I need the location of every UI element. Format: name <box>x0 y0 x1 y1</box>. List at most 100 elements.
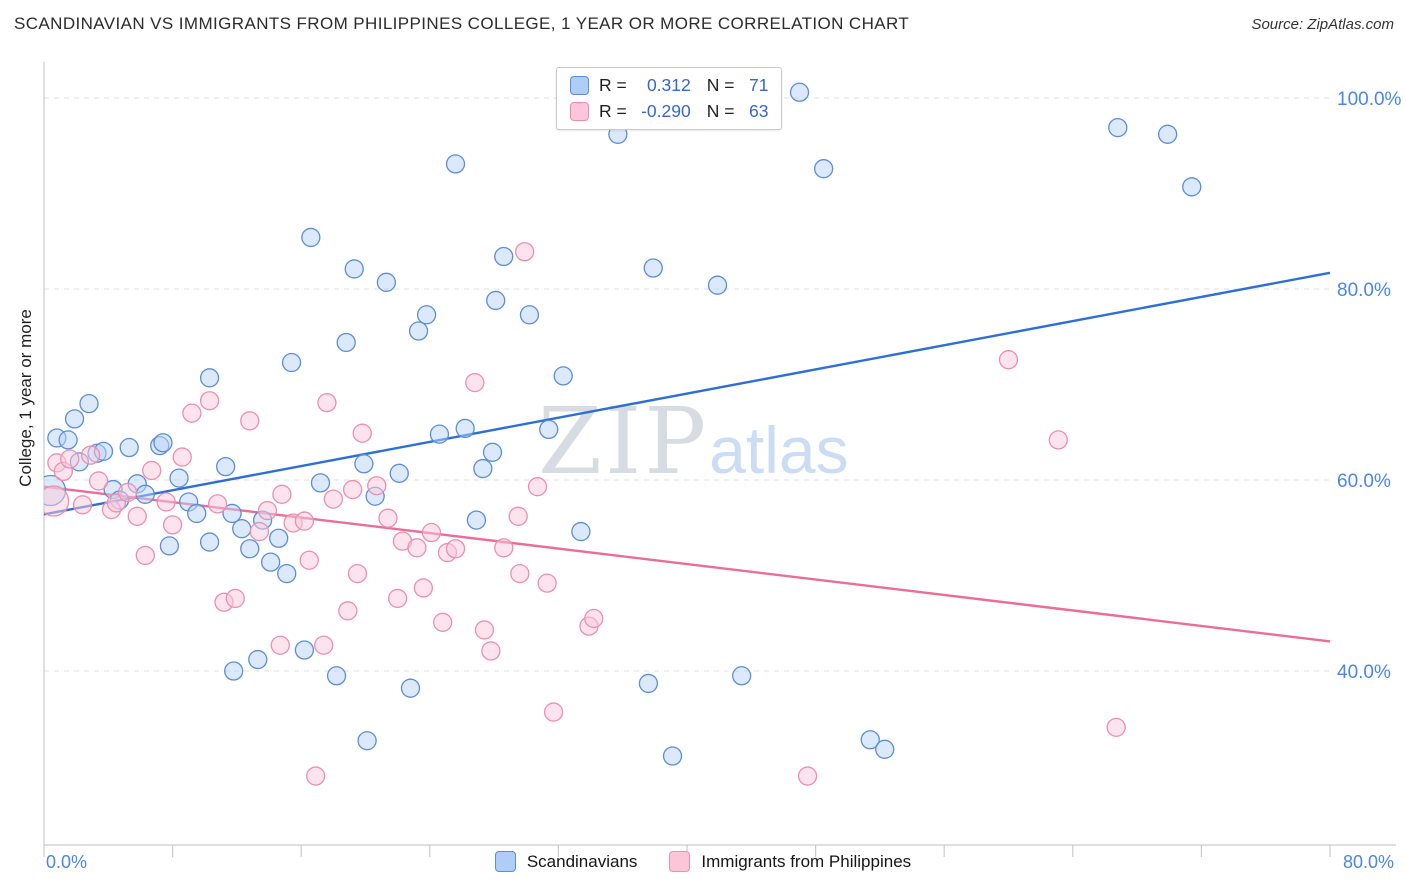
scatter-point-scandinavians <box>248 649 268 670</box>
scatter-point-scandinavians <box>153 433 173 453</box>
correlation-stats-legend: R = 0.312 N = 71 R = -0.290 N = 63 <box>556 67 783 130</box>
scatter-point-immigrants-from-philippines <box>182 403 202 423</box>
scatter-point-immigrants-from-philippines <box>156 492 176 512</box>
legend-item-philippines: Immigrants from Philippines <box>669 851 911 872</box>
scatter-point-scandinavians <box>860 730 880 750</box>
scatter-point-immigrants-from-philippines <box>342 479 363 500</box>
scatter-point-scandinavians <box>638 673 659 694</box>
scatter-point-immigrants-from-philippines <box>378 508 398 528</box>
y-tick-label-40: 40.0% <box>1337 662 1391 683</box>
scatter-point-scandinavians <box>64 409 85 429</box>
scatter-point-immigrants-from-philippines <box>797 766 818 786</box>
scatter-point-scandinavians <box>455 418 475 439</box>
scatter-point-scandinavians <box>199 532 220 552</box>
scatter-point-scandinavians <box>222 503 242 524</box>
scatter-point-scandinavians <box>707 275 728 295</box>
r-value-philippines: -0.290 <box>641 101 691 121</box>
scatter-point-immigrants-from-philippines <box>347 563 368 584</box>
scatter-point-immigrants-from-philippines <box>135 545 155 566</box>
scatter-point-immigrants-from-philippines <box>508 506 528 526</box>
philippines-legend-label: Immigrants from Philippines <box>701 851 912 871</box>
scatter-point-scandinavians <box>344 259 364 279</box>
scatter-point-scandinavians <box>389 463 409 483</box>
scatter-point-immigrants-from-philippines <box>306 766 326 786</box>
scandinavians-color-swatch <box>570 76 589 95</box>
scatter-point-immigrants-from-philippines <box>527 477 548 497</box>
scatter-point-scandinavians <box>159 536 180 556</box>
scatter-point-scandinavians <box>1182 177 1202 197</box>
scatter-point-scandinavians <box>482 442 503 462</box>
scatter-point-scandinavians <box>553 366 573 386</box>
y-tick-label-60: 60.0% <box>1337 471 1391 492</box>
scatter-point-scandinavians <box>294 640 315 660</box>
scatter-point-immigrants-from-philippines <box>314 635 334 655</box>
y-axis-label: College, 1 year or more <box>16 309 35 487</box>
n-value-scandinavians: 71 <box>749 75 769 95</box>
scatter-point-scandinavians <box>473 458 493 479</box>
r-label: R = <box>599 75 627 95</box>
y-tick-label-100: 100.0% <box>1337 89 1402 110</box>
scatter-point-scandinavians <box>240 539 260 559</box>
scatter-point-immigrants-from-philippines <box>445 539 466 559</box>
legend-item-scandinavians: Scandinavians <box>494 851 637 872</box>
scatter-point-immigrants-from-philippines <box>257 500 278 521</box>
scatter-point-scandinavians <box>789 82 810 102</box>
scatter-point-scandinavians <box>58 430 78 450</box>
scatter-point-immigrants-from-philippines <box>117 482 138 503</box>
scatter-point-scandinavians <box>199 368 220 388</box>
scatter-point-scandinavians <box>261 552 281 572</box>
scatter-point-immigrants-from-philippines <box>249 521 270 542</box>
scatter-point-immigrants-from-philippines <box>481 641 501 661</box>
scatter-point-immigrants-from-philippines <box>44 485 70 517</box>
scatter-point-scandinavians <box>269 528 289 548</box>
r-value-scandinavians: 0.312 <box>646 75 691 95</box>
scatter-point-immigrants-from-philippines <box>207 494 228 514</box>
scatter-point-immigrants-from-philippines <box>465 372 485 393</box>
scatter-point-immigrants-from-philippines <box>474 620 495 640</box>
source-attribution: Source: ZipAtlas.com <box>1251 16 1394 33</box>
scatter-point-scandinavians <box>326 666 347 686</box>
scatter-point-scandinavians <box>494 246 514 267</box>
scatter-point-immigrants-from-philippines <box>584 608 604 629</box>
scatter-point-scandinavians <box>119 437 139 458</box>
scatter-point-scandinavians <box>1157 124 1178 144</box>
scatter-point-scandinavians <box>79 393 99 414</box>
scatter-point-scandinavians <box>486 290 506 311</box>
scatter-point-immigrants-from-philippines <box>225 588 245 609</box>
scatter-point-scandinavians <box>232 519 252 539</box>
scatter-point-immigrants-from-philippines <box>199 391 220 411</box>
legend-row-philippines: R = -0.290 N = 63 <box>570 101 768 122</box>
scatter-point-immigrants-from-philippines <box>537 573 557 593</box>
scatter-point-immigrants-from-philippines <box>240 411 260 431</box>
scatter-point-scandinavians <box>169 468 189 488</box>
scandinavians-legend-swatch <box>494 851 516 872</box>
scatter-point-immigrants-from-philippines <box>272 484 292 504</box>
scatter-point-immigrants-from-philippines <box>367 476 387 496</box>
scatter-point-scandinavians <box>277 563 297 584</box>
scatter-point-scandinavians <box>416 305 437 325</box>
legend-row-scandinavians: R = 0.312 N = 71 <box>570 75 768 96</box>
scatter-point-scandinavians <box>429 424 450 444</box>
n-label: N = <box>706 75 735 95</box>
scatter-point-immigrants-from-philippines <box>514 242 535 262</box>
scatter-point-immigrants-from-philippines <box>317 392 337 413</box>
scatter-point-scandinavians <box>643 258 663 278</box>
series-legend: Scandinavians Immigrants from Philippine… <box>0 851 1406 872</box>
scatter-point-scandinavians <box>519 305 540 325</box>
scatter-point-scandinavians <box>539 419 559 440</box>
scatter-point-immigrants-from-philippines <box>162 515 183 535</box>
r-label: R = <box>599 101 627 121</box>
scatter-point-scandinavians <box>281 352 302 373</box>
scatter-point-immigrants-from-philippines <box>1048 430 1068 450</box>
scatter-point-immigrants-from-philippines <box>543 702 564 722</box>
scatter-point-scandinavians <box>354 454 374 474</box>
scatter-point-immigrants-from-philippines <box>1106 717 1126 737</box>
scatter-point-immigrants-from-philippines <box>172 447 192 467</box>
scatter-point-scandinavians <box>662 746 683 766</box>
scatter-point-immigrants-from-philippines <box>433 612 453 632</box>
scatter-point-scandinavians <box>571 521 591 542</box>
scatter-point-scandinavians <box>376 272 397 292</box>
scatter-point-scandinavians <box>187 503 207 524</box>
scatter-point-immigrants-from-philippines <box>494 538 514 558</box>
